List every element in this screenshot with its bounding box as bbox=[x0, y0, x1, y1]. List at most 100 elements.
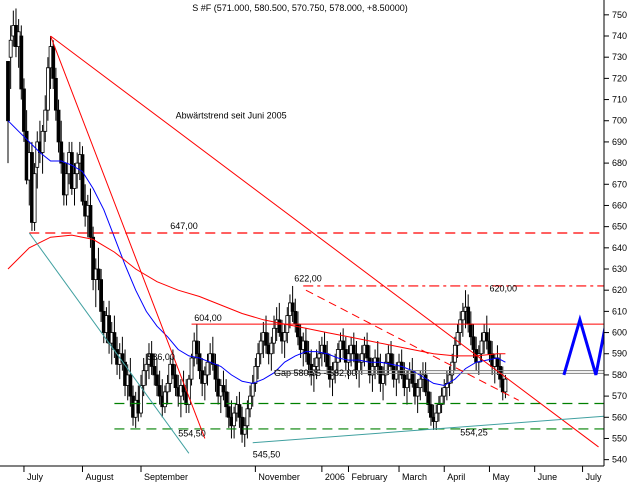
price-candle-90 bbox=[245, 408, 250, 427]
price-candle-92 bbox=[250, 382, 255, 397]
moving-average-1 bbox=[7, 120, 506, 387]
annotation-8: 554,25 bbox=[460, 427, 488, 437]
price-candle-174 bbox=[468, 323, 473, 338]
price-candle-132 bbox=[357, 361, 362, 372]
price-candle-25 bbox=[72, 173, 77, 189]
price-candle-32 bbox=[91, 236, 96, 280]
price-candle-95 bbox=[258, 340, 263, 355]
price-candle-99 bbox=[269, 342, 274, 355]
price-candle-82 bbox=[224, 391, 229, 408]
y-tick-label-700: 700 bbox=[612, 116, 627, 126]
price-candle-152 bbox=[410, 370, 415, 384]
price-candle-63 bbox=[173, 374, 178, 389]
price-candle-74 bbox=[202, 374, 207, 384]
price-candle-187 bbox=[503, 378, 508, 393]
trendline-main-downtrend bbox=[50, 35, 599, 448]
price-candle-81 bbox=[221, 385, 226, 393]
label-layer: 540 550 560 570 580 590 600 610 620 630 640 650 660 6… bbox=[27, 10, 627, 482]
price-candle-124 bbox=[335, 349, 340, 363]
trendline-steep-downtrend bbox=[50, 35, 206, 439]
price-candle-166 bbox=[447, 374, 452, 384]
price-candle-180 bbox=[484, 332, 489, 342]
price-candle-162 bbox=[437, 404, 441, 414]
price-candle-175 bbox=[471, 336, 476, 350]
price-candle-119 bbox=[322, 344, 327, 355]
price-candle-14 bbox=[43, 109, 48, 132]
price-candle-13 bbox=[40, 130, 45, 153]
chart-title: S #F (571.000, 580.500, 570.750, 578.000… bbox=[192, 3, 407, 13]
price-candle-46 bbox=[128, 374, 133, 397]
price-candle-31 bbox=[88, 205, 93, 238]
price-candle-112 bbox=[304, 340, 308, 355]
x-tick-label-6: March bbox=[402, 472, 427, 482]
price-candle-155 bbox=[418, 378, 423, 389]
y-tick-label-740: 740 bbox=[612, 31, 627, 41]
price-candle-18 bbox=[53, 77, 58, 111]
annotation-1: 647,00 bbox=[170, 221, 198, 231]
price-candle-108 bbox=[293, 310, 298, 325]
price-candle-164 bbox=[442, 387, 447, 397]
price-candle-40 bbox=[112, 332, 117, 350]
x-tick-label-9: June bbox=[538, 472, 558, 482]
price-candle-52 bbox=[144, 363, 149, 372]
price-candle-54 bbox=[149, 353, 154, 367]
y-tick-label-630: 630 bbox=[612, 264, 627, 274]
annotation-9: 545,50 bbox=[253, 450, 281, 460]
price-candle-17 bbox=[51, 46, 56, 79]
y-tick-label-730: 730 bbox=[612, 52, 627, 62]
price-candle-146 bbox=[394, 370, 399, 380]
price-candle-163 bbox=[439, 395, 444, 405]
price-candle-15 bbox=[46, 67, 50, 111]
x-tick-label-2: September bbox=[144, 472, 188, 482]
y-tick-label-710: 710 bbox=[612, 95, 627, 105]
x-tick-label-4: 2006 bbox=[325, 472, 345, 482]
price-candle-120 bbox=[325, 353, 330, 367]
price-candle-104 bbox=[282, 332, 287, 342]
price-candle-93 bbox=[253, 366, 258, 384]
price-candle-171 bbox=[460, 310, 465, 321]
price-candle-71 bbox=[194, 340, 199, 355]
annotation-6: Gap 580,75 - 582,00 bbox=[274, 368, 357, 378]
price-candle-28 bbox=[80, 154, 85, 202]
y-tick-label-670: 670 bbox=[612, 179, 627, 189]
price-candle-51 bbox=[141, 370, 146, 386]
price-candle-126 bbox=[341, 340, 346, 350]
price-candle-78 bbox=[213, 363, 218, 380]
price-candle-107 bbox=[290, 302, 295, 312]
x-tick-label-1: August bbox=[85, 472, 114, 482]
y-tick-label-580: 580 bbox=[612, 370, 627, 380]
price-candle-169 bbox=[455, 332, 460, 346]
price-candle-10 bbox=[32, 173, 37, 223]
y-tick-label-570: 570 bbox=[612, 391, 627, 401]
price-candle-97 bbox=[264, 332, 268, 346]
moving-average-2 bbox=[7, 234, 506, 357]
y-tick-label-540: 540 bbox=[612, 455, 627, 465]
price-candle-6 bbox=[22, 88, 26, 132]
price-candle-77 bbox=[210, 353, 215, 365]
price-candle-150 bbox=[405, 378, 409, 389]
y-tick-label-750: 750 bbox=[612, 10, 627, 20]
annotation-3: 620,00 bbox=[489, 283, 517, 293]
y-tick-label-660: 660 bbox=[612, 200, 627, 210]
price-candle-87 bbox=[237, 404, 242, 418]
price-candle-55 bbox=[152, 366, 157, 376]
price-candle-168 bbox=[452, 344, 457, 363]
price-candle-24 bbox=[69, 152, 74, 189]
x-tick-label-8: May bbox=[492, 472, 510, 482]
y-tick-label-720: 720 bbox=[612, 73, 627, 83]
price-candle-170 bbox=[458, 319, 463, 333]
price-candle-128 bbox=[346, 353, 351, 363]
price-candle-22 bbox=[64, 173, 69, 196]
trendline-support-uptrend bbox=[252, 415, 604, 444]
price-candle-94 bbox=[256, 353, 260, 367]
price-candle-133 bbox=[359, 353, 364, 363]
y-tick-label-690: 690 bbox=[612, 137, 627, 147]
price-candle-62 bbox=[171, 363, 175, 376]
price-candle-167 bbox=[450, 361, 455, 376]
annotation-0: Abwärtstrend seit Juni 2005 bbox=[176, 111, 287, 121]
price-candle-44 bbox=[123, 361, 127, 386]
x-tick-label-5: February bbox=[351, 472, 388, 482]
price-candle-184 bbox=[495, 357, 500, 367]
price-candle-20 bbox=[59, 141, 64, 164]
